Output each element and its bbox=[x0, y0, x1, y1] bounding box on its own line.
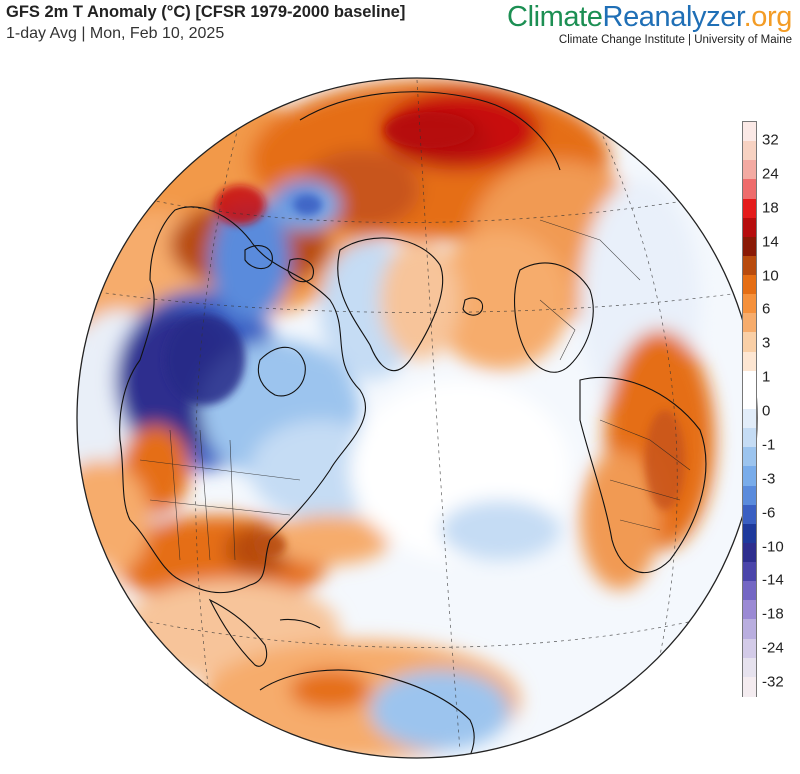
legend-color-segment bbox=[743, 122, 756, 142]
legend-color-segment bbox=[743, 370, 756, 391]
graticule bbox=[84, 79, 757, 751]
legend-tick-label: 18 bbox=[762, 199, 779, 217]
globe-outline bbox=[76, 77, 758, 759]
brand-name-reanalyzer: Reanalyzer bbox=[602, 1, 744, 33]
legend-color-segment bbox=[743, 447, 756, 467]
legend-color-segment bbox=[743, 504, 756, 525]
page-title: GFS 2m T Anomaly (°C) [CFSR 1979-2000 ba… bbox=[6, 3, 406, 21]
legend-color-segment bbox=[743, 255, 756, 276]
legend-tick-label: -14 bbox=[762, 571, 784, 589]
legend-color-segment bbox=[743, 236, 756, 257]
legend-tick-label: 10 bbox=[762, 267, 779, 284]
legend-tick-label: 1 bbox=[762, 368, 771, 386]
legend-color-segment bbox=[743, 562, 756, 582]
legend-color-segment bbox=[743, 619, 756, 640]
legend-color-segment bbox=[743, 600, 756, 621]
legend-tick-label: -6 bbox=[762, 504, 776, 522]
legend-tick-label: 3 bbox=[762, 334, 771, 352]
brand-name-org: .org bbox=[743, 1, 793, 33]
legend-color-segment bbox=[743, 294, 756, 314]
legend-color-segment bbox=[743, 581, 756, 601]
legend-tick-label: 6 bbox=[762, 300, 771, 318]
legend-tick-label: 24 bbox=[762, 165, 779, 183]
legend-color-segment bbox=[743, 217, 756, 238]
legend-tick-label: -10 bbox=[762, 538, 784, 555]
legend-color-segment bbox=[743, 179, 756, 200]
legend-color-segment bbox=[743, 141, 756, 161]
coastlines bbox=[119, 91, 707, 758]
legend-color-segment bbox=[743, 389, 756, 410]
brand-name-climate: Climate bbox=[507, 1, 603, 33]
globe-disc bbox=[77, 78, 757, 758]
legend-color-segment bbox=[743, 542, 756, 563]
title-block: GFS 2m T Anomaly (°C) [CFSR 1979-2000 ba… bbox=[6, 3, 405, 43]
legend-color-segment bbox=[743, 198, 756, 219]
anomaly-detail bbox=[165, 112, 685, 557]
legend-color-segment bbox=[743, 332, 756, 353]
legend-color-segment bbox=[743, 676, 756, 697]
brand-block[interactable]: ClimateReanalyzer.org Climate Change Ins… bbox=[507, 1, 792, 46]
legend-color-segment bbox=[743, 638, 756, 659]
legend-tick-label: -3 bbox=[762, 470, 776, 488]
page-subtitle: 1-day Avg | Mon, Feb 10, 2025 bbox=[6, 25, 225, 42]
legend-tick-label: -18 bbox=[762, 605, 784, 623]
legend-color-segment bbox=[743, 351, 756, 372]
brand-tagline: Climate Change Institute | University of… bbox=[558, 34, 792, 46]
legend-tick-label: -32 bbox=[762, 673, 784, 691]
legend-color-segment bbox=[743, 466, 756, 487]
legend-tick-label: -24 bbox=[762, 639, 784, 657]
legend-color-segment bbox=[743, 428, 756, 448]
legend-tick-label: 0 bbox=[762, 402, 771, 420]
legend-tick-label: 14 bbox=[762, 233, 779, 251]
legend-color-segment bbox=[743, 313, 756, 334]
country-borders bbox=[139, 219, 691, 561]
color-legend-bar bbox=[742, 121, 757, 697]
legend-color-segment bbox=[743, 657, 756, 678]
legend-color-segment bbox=[743, 523, 756, 544]
legend-color-segment bbox=[743, 409, 756, 429]
legend-color-segment bbox=[743, 160, 756, 180]
legend-tick-label: -1 bbox=[762, 436, 776, 454]
brand-logo[interactable]: ClimateReanalyzer.org bbox=[507, 1, 792, 33]
legend-tick-label: 32 bbox=[762, 131, 779, 149]
legend-color-segment bbox=[743, 275, 756, 295]
legend-color-segment bbox=[743, 485, 756, 506]
